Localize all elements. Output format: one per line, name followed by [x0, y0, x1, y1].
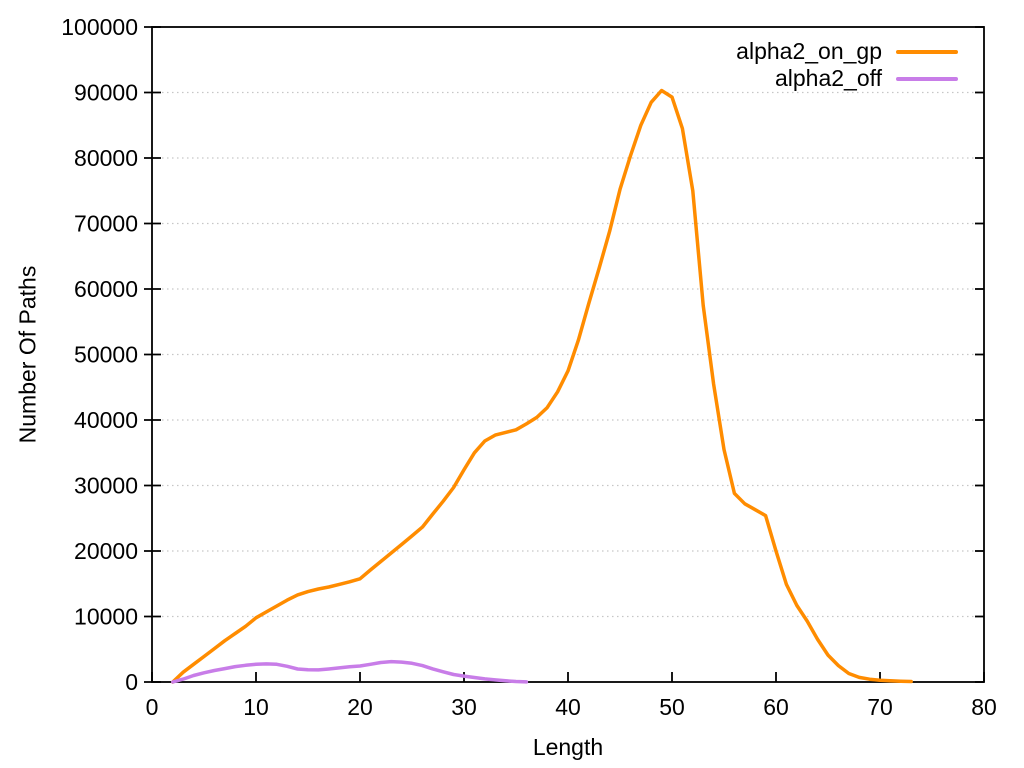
y-tick-label: 50000	[74, 342, 138, 368]
y-tick-label: 70000	[74, 211, 138, 237]
y-tick-label: 10000	[74, 604, 138, 630]
x-tick-label: 70	[867, 694, 893, 720]
legend-line-sample-alpha2_on_gp	[896, 49, 958, 54]
y-tick-label: 90000	[74, 80, 138, 106]
x-tick-label: 40	[555, 694, 581, 720]
y-tick-label: 80000	[74, 145, 138, 171]
y-tick-label: 30000	[74, 473, 138, 499]
x-tick-label: 0	[146, 694, 159, 720]
x-tick-label: 30	[451, 694, 477, 720]
y-axis-title: Number Of Paths	[14, 265, 41, 444]
legend-label-alpha2_on_gp: alpha2_on_gp	[736, 38, 882, 64]
y-tick-label: 40000	[74, 407, 138, 433]
y-tick-label: 60000	[74, 276, 138, 302]
x-tick-label: 60	[763, 694, 789, 720]
legend-entry-alpha2_off: alpha2_off	[736, 65, 958, 92]
legend-line-sample-alpha2_off	[896, 76, 958, 81]
y-tick-label: 0	[125, 669, 138, 695]
x-axis-title: Length	[532, 734, 604, 760]
y-tick-label: 20000	[74, 538, 138, 564]
y-tick-label: 100000	[61, 14, 138, 40]
legend-entry-alpha2_on_gp: alpha2_on_gp	[736, 38, 958, 65]
x-tick-label: 20	[347, 694, 373, 720]
series-line-alpha2_off	[171, 659, 529, 684]
series-line-alpha2_on_gp	[171, 88, 913, 684]
legend: alpha2_on_gp alpha2_off	[736, 38, 958, 92]
x-tick-label: 80	[971, 694, 997, 720]
legend-label-alpha2_off: alpha2_off	[774, 65, 882, 91]
x-tick-label: 50	[659, 694, 685, 720]
x-tick-label: 10	[243, 694, 269, 720]
